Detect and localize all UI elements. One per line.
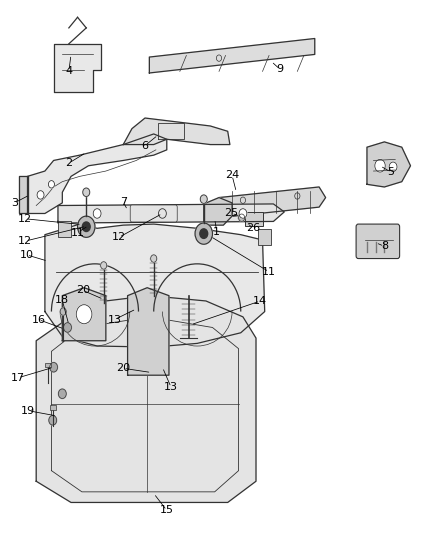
Text: 11: 11: [71, 228, 85, 238]
Text: 26: 26: [246, 223, 260, 233]
Circle shape: [159, 209, 166, 218]
Text: 16: 16: [32, 314, 46, 325]
Circle shape: [78, 216, 95, 237]
Polygon shape: [127, 288, 169, 375]
Text: 20: 20: [116, 364, 131, 373]
Circle shape: [200, 229, 208, 238]
Text: 15: 15: [160, 505, 174, 515]
Text: 10: 10: [20, 250, 34, 260]
Text: 24: 24: [225, 171, 239, 180]
Bar: [58, 221, 71, 237]
Text: 9: 9: [276, 64, 283, 74]
Text: 1: 1: [213, 227, 220, 237]
Text: 12: 12: [18, 214, 32, 224]
Circle shape: [239, 214, 245, 221]
Text: 6: 6: [141, 141, 148, 151]
Circle shape: [48, 181, 54, 188]
FancyBboxPatch shape: [356, 224, 399, 259]
Bar: [245, 213, 262, 225]
Circle shape: [93, 209, 101, 218]
Bar: [49, 406, 56, 410]
Text: 8: 8: [381, 241, 388, 252]
Polygon shape: [45, 224, 265, 347]
Polygon shape: [204, 198, 232, 225]
Text: 7: 7: [120, 197, 127, 207]
FancyBboxPatch shape: [130, 205, 177, 222]
Circle shape: [76, 305, 92, 324]
Text: 11: 11: [262, 267, 276, 277]
Polygon shape: [149, 38, 315, 73]
Circle shape: [49, 416, 57, 425]
Circle shape: [58, 389, 66, 399]
Bar: [258, 229, 271, 245]
Text: 19: 19: [21, 406, 35, 416]
Text: 18: 18: [55, 295, 69, 305]
Text: 14: 14: [253, 296, 268, 306]
Text: 2: 2: [65, 158, 72, 168]
Circle shape: [49, 362, 57, 372]
Text: 17: 17: [11, 373, 25, 383]
Polygon shape: [208, 187, 325, 217]
Circle shape: [195, 223, 212, 244]
Text: 3: 3: [11, 198, 18, 208]
Text: 13: 13: [108, 314, 122, 325]
Circle shape: [64, 322, 71, 332]
Text: 12: 12: [18, 236, 32, 246]
Polygon shape: [28, 134, 167, 214]
Text: 5: 5: [388, 167, 394, 177]
Circle shape: [200, 195, 207, 204]
Polygon shape: [19, 176, 28, 214]
Text: 25: 25: [224, 208, 238, 219]
Polygon shape: [367, 142, 410, 187]
Polygon shape: [62, 288, 106, 341]
Circle shape: [82, 222, 90, 231]
Polygon shape: [36, 296, 256, 503]
Circle shape: [83, 188, 90, 197]
Circle shape: [239, 209, 247, 218]
Polygon shape: [58, 204, 284, 223]
Circle shape: [101, 262, 107, 269]
Text: 13: 13: [164, 382, 178, 392]
Circle shape: [60, 308, 66, 316]
Bar: [46, 363, 51, 367]
Circle shape: [375, 159, 385, 172]
Text: 20: 20: [76, 285, 90, 295]
Circle shape: [151, 255, 157, 262]
Circle shape: [37, 191, 44, 199]
Polygon shape: [53, 44, 102, 92]
Text: 12: 12: [112, 232, 126, 243]
Text: 4: 4: [65, 67, 72, 76]
Circle shape: [389, 162, 397, 172]
Polygon shape: [123, 118, 230, 144]
